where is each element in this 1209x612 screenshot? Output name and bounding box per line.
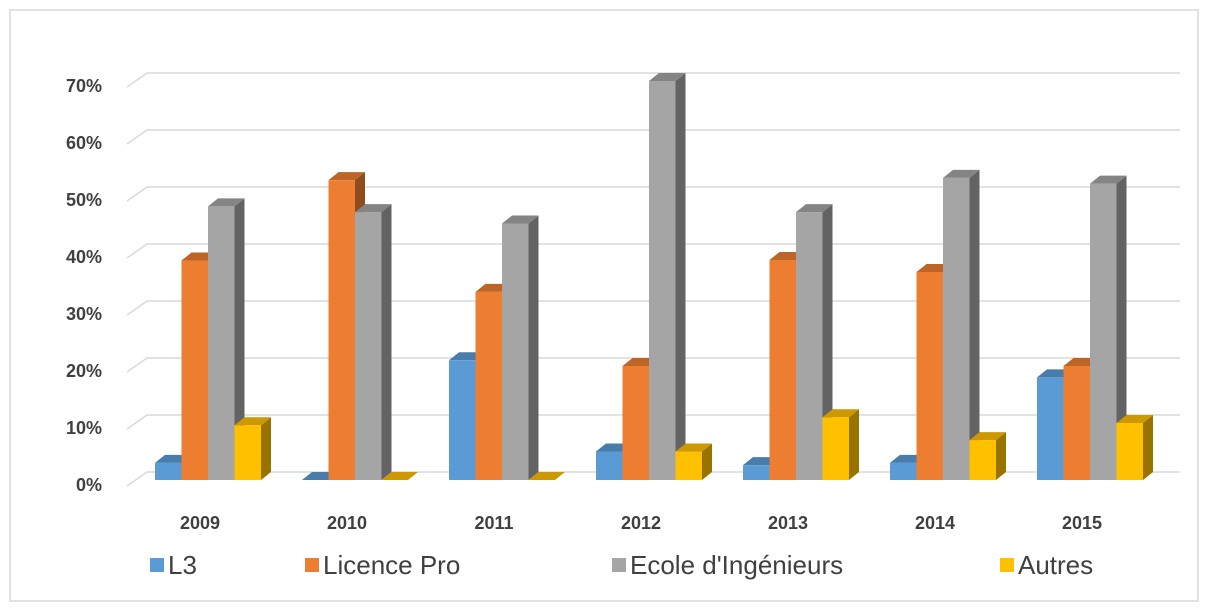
bar <box>969 440 996 480</box>
bar <box>596 451 623 480</box>
bar <box>943 177 970 480</box>
bar <box>181 260 208 480</box>
bar <box>822 417 849 480</box>
bar <box>769 259 796 480</box>
y-tick-label: 10% <box>66 418 102 438</box>
x-tick-label: 2010 <box>327 513 367 533</box>
bar-top <box>969 432 1006 441</box>
grid-line <box>126 72 1180 88</box>
x-tick-label: 2014 <box>915 513 955 533</box>
legend-swatch <box>150 558 164 572</box>
bar-top <box>208 198 245 207</box>
legend-label: Autres <box>1018 550 1093 580</box>
y-tick-label: 50% <box>66 190 102 210</box>
bar-side <box>969 169 980 480</box>
bar-side <box>381 204 392 480</box>
bar <box>622 366 649 480</box>
y-tick-label: 20% <box>66 361 102 381</box>
bar <box>208 206 235 480</box>
bar <box>1090 183 1117 480</box>
legend-swatch <box>612 558 626 572</box>
bar-side <box>234 198 245 480</box>
bar-top <box>943 169 980 178</box>
bar-side <box>675 73 686 480</box>
bar-side <box>702 443 712 480</box>
bar <box>234 425 261 480</box>
legend-swatch <box>1000 558 1014 572</box>
bar-side <box>261 417 271 480</box>
grid-line <box>126 129 1180 145</box>
labels: 0% 10% 20% 30% 40% 50% 60% 70% 2009 2010 2011 2012 2… <box>66 76 1102 580</box>
x-tick-label: 2013 <box>768 513 808 533</box>
y-tick-label: 70% <box>66 76 102 96</box>
bar <box>502 223 529 480</box>
grid-line <box>126 243 1180 259</box>
legend-swatch <box>305 558 319 572</box>
bar-side <box>1143 415 1153 480</box>
x-tick-label: 2015 <box>1062 513 1102 533</box>
bar-side <box>849 409 859 480</box>
x-tick-label: 2011 <box>474 513 513 533</box>
legend-label: L3 <box>168 550 197 580</box>
bars <box>155 73 1153 480</box>
bar-side <box>1116 175 1127 480</box>
bar <box>355 212 382 480</box>
bar <box>916 271 943 480</box>
bar <box>475 291 502 480</box>
y-tick-label: 60% <box>66 133 102 153</box>
bar-top <box>1116 415 1153 423</box>
legend-label: Licence Pro <box>323 550 460 580</box>
bar-top <box>1090 175 1127 184</box>
bar-side <box>996 432 1006 480</box>
bar <box>449 360 476 480</box>
y-tick-label: 30% <box>66 304 102 324</box>
bar-top <box>649 73 686 81</box>
bar-top <box>381 472 418 480</box>
bar <box>675 451 702 480</box>
bar <box>1037 377 1064 480</box>
bar-top <box>822 409 859 418</box>
bar-top <box>502 215 539 224</box>
bar <box>328 180 355 480</box>
bar-top <box>528 472 565 480</box>
x-tick-label: 2009 <box>180 513 220 533</box>
bar-top <box>675 443 712 452</box>
bar-top <box>796 204 833 213</box>
x-tick-label: 2012 <box>621 513 661 533</box>
grid-line <box>126 357 1180 373</box>
bar-top <box>328 172 365 181</box>
bar <box>649 81 676 480</box>
grid-line <box>126 300 1180 316</box>
bar <box>1116 423 1143 480</box>
bar <box>155 462 182 480</box>
y-tick-label: 0% <box>76 475 102 495</box>
y-tick-label: 40% <box>66 247 102 267</box>
bar <box>1063 366 1090 480</box>
grid-line <box>126 186 1180 202</box>
bar-top <box>355 204 392 213</box>
bar <box>890 462 917 480</box>
bar <box>743 465 770 480</box>
legend-label: Ecole d'Ingénieurs <box>630 550 843 580</box>
bar-top <box>234 417 271 426</box>
bar <box>796 212 823 480</box>
bar-side <box>528 215 539 480</box>
bar-side <box>822 204 833 480</box>
